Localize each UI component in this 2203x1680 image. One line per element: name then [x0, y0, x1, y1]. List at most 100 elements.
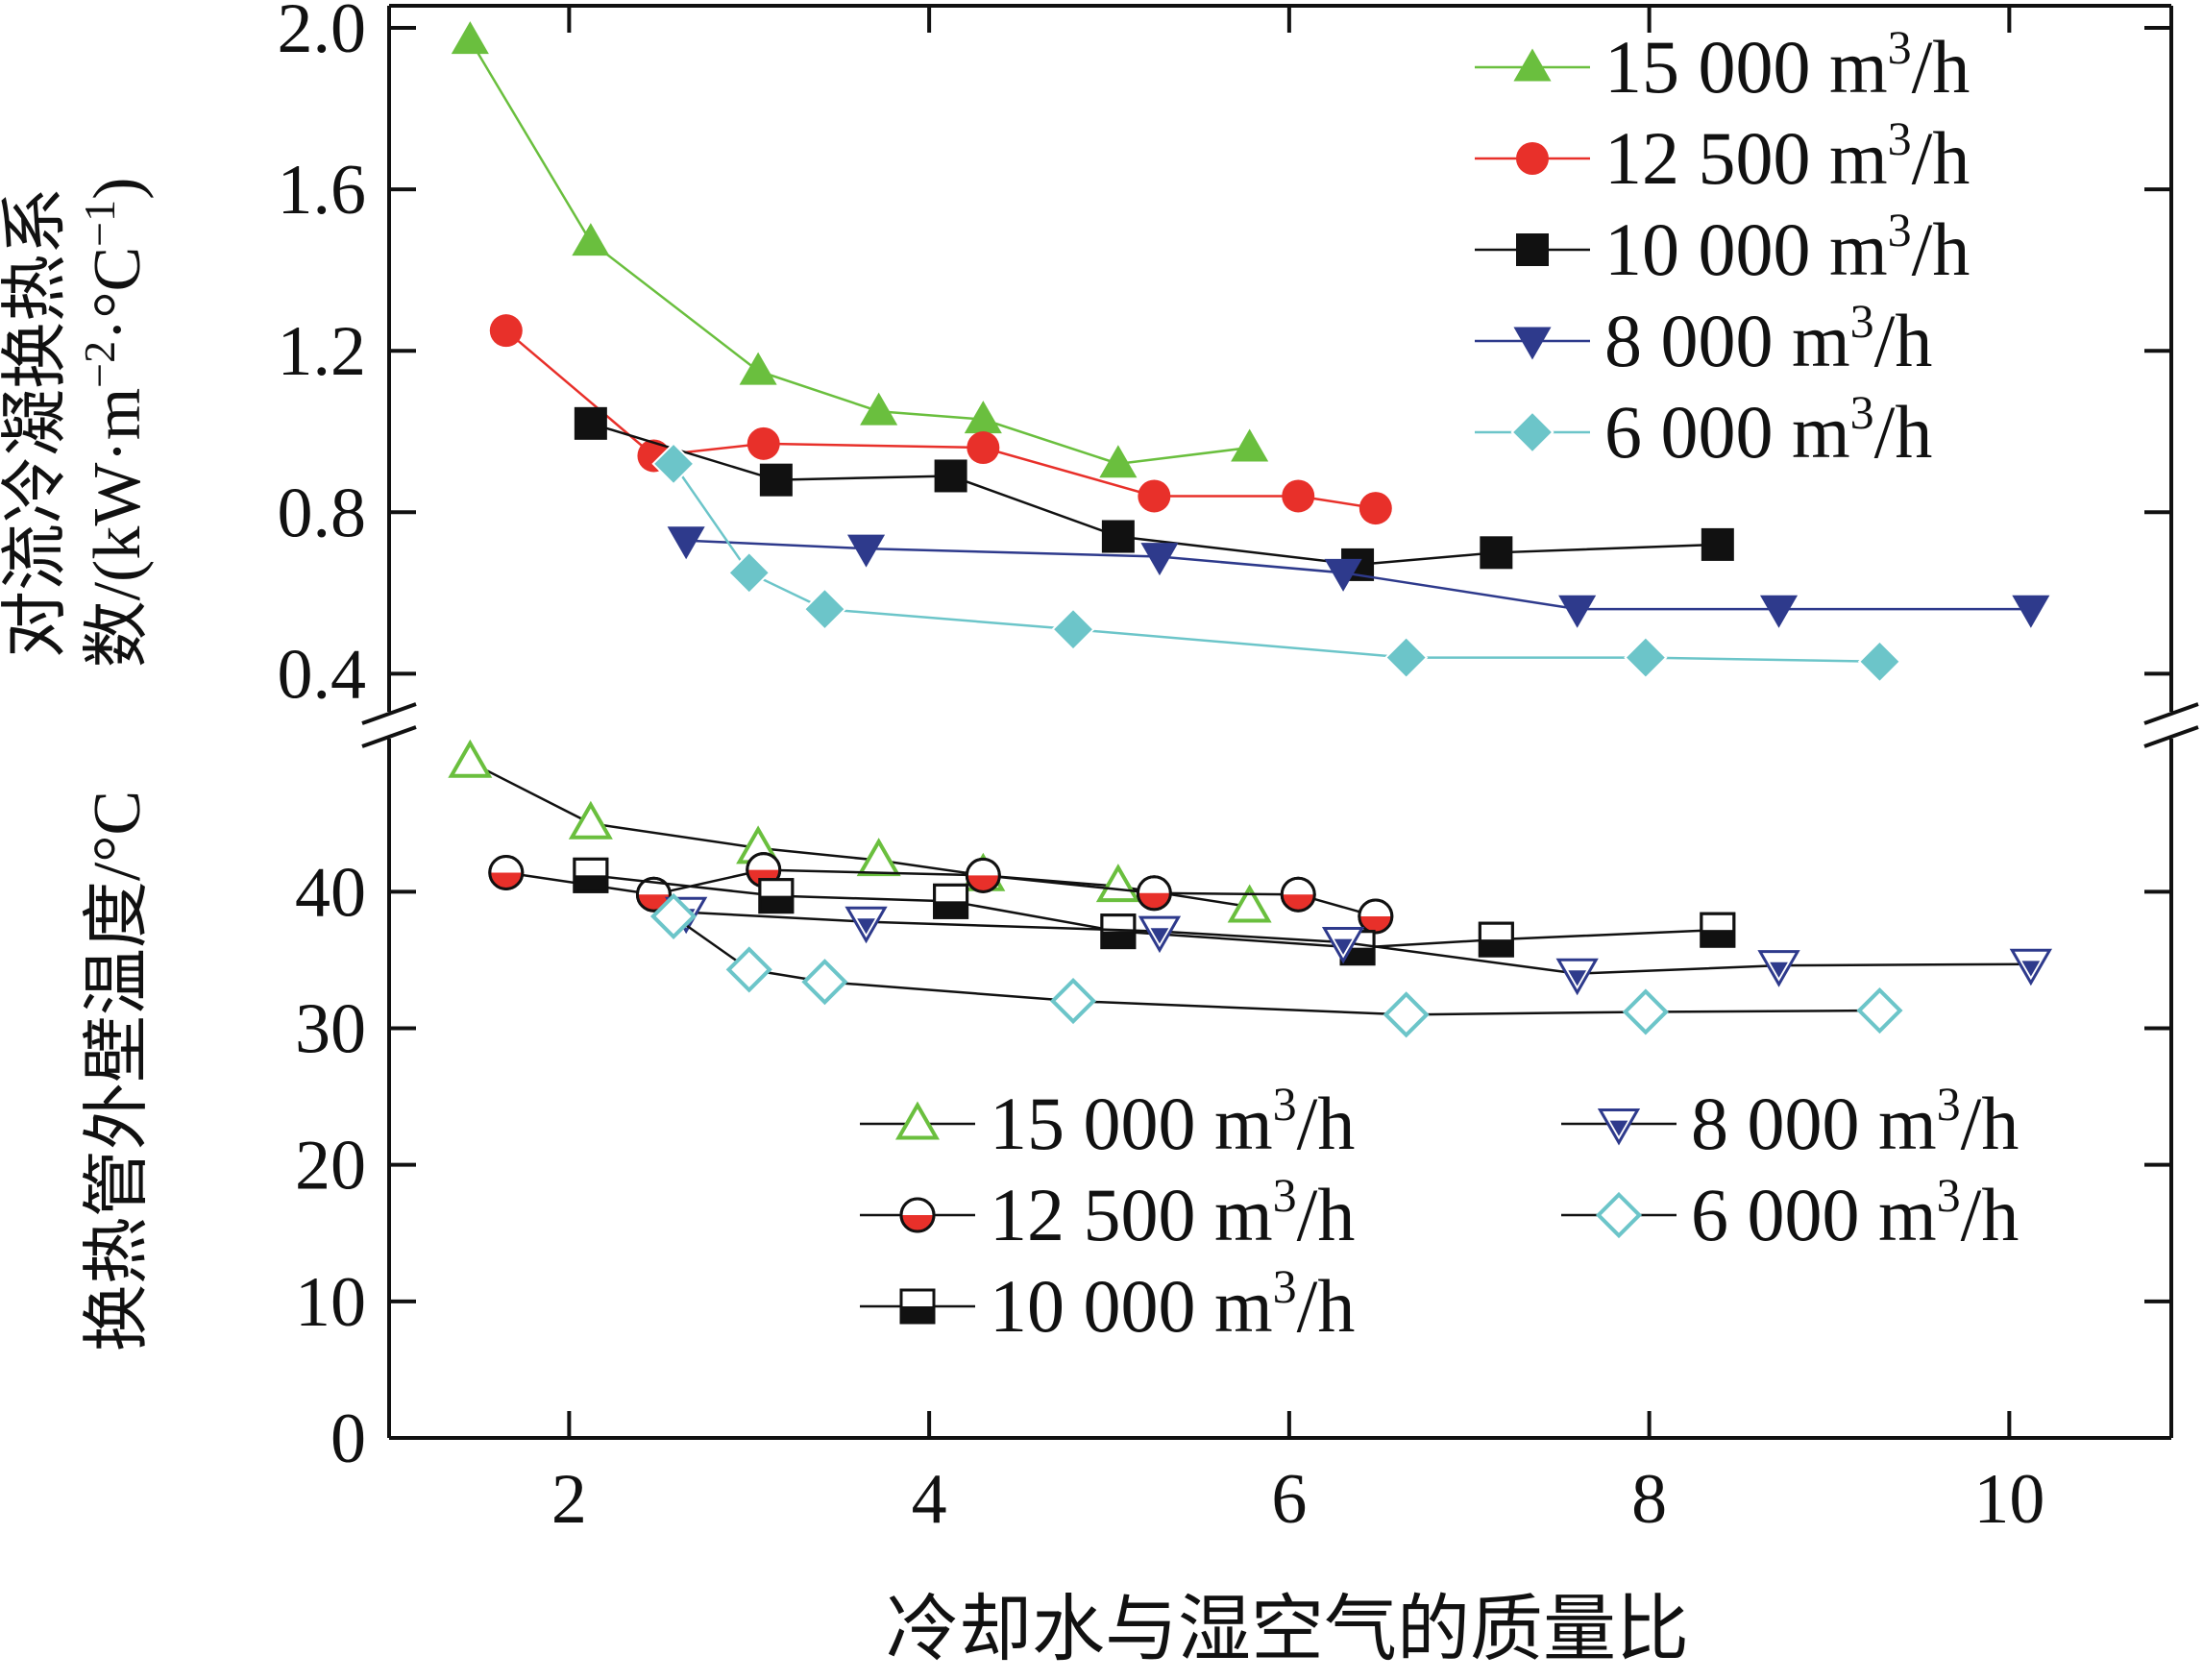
legend-label: 8 000 m3/h: [1691, 1077, 2019, 1165]
marker-half-fill: [901, 1306, 934, 1323]
top-data-point: [451, 21, 489, 55]
legend-label: 12 500 m3/h: [1604, 111, 1970, 200]
legend-label: 10 000 m3/h: [990, 1259, 1355, 1348]
top-series-12500: [489, 314, 1392, 525]
top-data-point: [1101, 520, 1135, 553]
x-axis: 2 4 6 8 10: [551, 6, 2044, 1539]
legend-label-unit: /h: [1961, 1082, 2019, 1165]
top-y-unit-part2: ·°C: [81, 247, 155, 341]
top-series-15000: [451, 21, 1269, 478]
legend-label-sup: 3: [1273, 1259, 1297, 1313]
marker-border: [758, 878, 795, 914]
legend-label-sup: 3: [1273, 1077, 1297, 1131]
marker-border: [933, 883, 969, 919]
marker-shape: [1359, 492, 1392, 525]
legend-label-unit: /h: [1297, 1173, 1356, 1256]
x-tick-label: 10: [1973, 1460, 2044, 1539]
marker-half-fill: [759, 895, 793, 913]
top-y-tick-label: 0.8: [278, 474, 367, 552]
top-data-point: [2012, 595, 2050, 628]
marker-half-fill: [574, 875, 607, 892]
legend-label-value: 15 000 m: [1604, 25, 1888, 109]
top-legend: 15 000 m3/h12 500 m3/h10 000 m3/h8 000 m…: [1475, 20, 1970, 474]
bottom-series-15000: [448, 739, 1272, 923]
left-axis-break-mark: [361, 702, 417, 725]
marker-shape: [574, 406, 607, 440]
legend-label-value: 6 000 m: [1691, 1173, 1937, 1256]
top-series-8000: [667, 526, 2050, 628]
marker-shape: [1231, 428, 1269, 462]
legend-marker: [1516, 142, 1549, 175]
marker-shape: [1383, 991, 1430, 1038]
bottom-data-point: [1700, 912, 1736, 948]
marker-inner-fill: [1770, 962, 1788, 978]
marker-shape: [667, 526, 705, 560]
bottom-data-point: [933, 883, 969, 919]
marker-shape: [964, 401, 1002, 434]
legend-label-value: 8 000 m: [1691, 1082, 1937, 1165]
marker-shape: [727, 550, 771, 595]
bottom-data-point: [856, 838, 901, 877]
legend-label: 15 000 m3/h: [990, 1077, 1355, 1165]
legend-marker: [1597, 1108, 1641, 1146]
legend-label-unit: /h: [1874, 390, 1933, 474]
marker-shape: [651, 442, 696, 486]
top-data-point: [574, 406, 607, 440]
marker-shape: [1513, 327, 1552, 360]
marker-shape: [967, 431, 1000, 465]
legend-label-unit: /h: [1912, 116, 1970, 200]
marker-inner-fill: [1568, 970, 1587, 986]
marker-shape: [860, 392, 898, 426]
bottom-series-10000: [573, 857, 1736, 966]
top-data-point: [1140, 543, 1179, 576]
marker-inner-fill: [1150, 928, 1169, 944]
legend-label-value: 12 500 m: [1604, 116, 1888, 200]
marker-shape: [451, 21, 489, 55]
top-legend-item: 15 000 m3/h: [1475, 20, 1970, 109]
bottom-data-point: [1095, 864, 1140, 903]
legend-label-sup: 3: [1850, 294, 1874, 348]
top-y-tick-label: 1.2: [278, 312, 367, 391]
legend-marker: [1516, 233, 1549, 266]
bottom-data-point: [1100, 913, 1137, 950]
marker-shape: [856, 838, 901, 877]
top-y-axis: 0.4 0.8 1.2 1.6 2.0: [278, 0, 2171, 714]
bottom-data-point: [488, 854, 525, 890]
bottom-data-point: [573, 857, 609, 893]
bottom-legend-item: 15 000 m3/h: [860, 1077, 1355, 1165]
top-data-point: [1324, 558, 1362, 592]
bottom-data-point: [1757, 950, 1800, 987]
right-axis-break-mark: [2143, 725, 2199, 748]
bottom-y-tick-label: 10: [295, 1263, 366, 1342]
marker-shape: [1624, 635, 1668, 680]
marker-shape: [747, 426, 780, 460]
top-data-point: [667, 526, 705, 560]
bottom-y-axis-title: 换热管外壁温度/°C: [81, 791, 155, 1351]
top-data-point: [1051, 607, 1095, 651]
marker-border: [1358, 898, 1394, 935]
legend-marker: [1595, 1191, 1643, 1239]
x-tick-label: 4: [912, 1460, 947, 1539]
legend-label-sup: 3: [1937, 1168, 1961, 1222]
bottom-data-point: [965, 857, 1001, 893]
marker-half-fill: [1480, 939, 1513, 957]
bottom-y-tick-label: 40: [295, 853, 366, 932]
top-data-point: [967, 431, 1000, 465]
top-data-point: [1480, 536, 1513, 570]
bottom-legend-item: 6 000 m3/h: [1561, 1168, 2019, 1256]
bottom-data-point: [758, 878, 795, 914]
right-axis-break-mark: [2143, 702, 2199, 725]
marker-shape: [801, 959, 848, 1006]
marker-shape: [649, 892, 698, 940]
top-data-point: [1282, 479, 1315, 513]
bottom-data-point: [635, 876, 672, 913]
marker-shape: [2012, 595, 2050, 628]
marker-half-fill: [489, 872, 523, 889]
marker-shape: [1558, 595, 1597, 628]
bottom-y-tick-label: 20: [295, 1127, 366, 1205]
plot-frame: [361, 4, 2199, 1440]
bottom-series-12500: [488, 852, 1394, 935]
marker-shape: [725, 946, 772, 993]
marker-shape: [739, 352, 777, 385]
